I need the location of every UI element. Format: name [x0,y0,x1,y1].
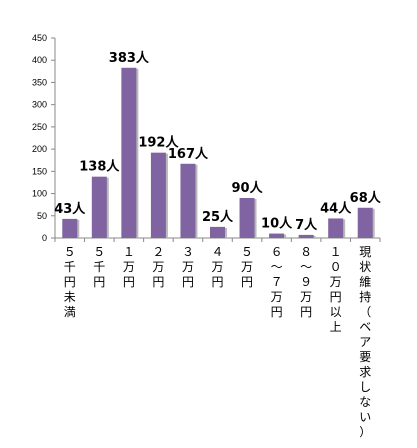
data-label: 167人 [168,146,209,162]
y-tick-label: 450 [32,33,47,43]
y-tick-label: 400 [32,55,47,65]
bar [357,207,373,238]
category-label: ５千円 [93,245,105,289]
data-label: 68人 [350,190,382,206]
category-label: ３万円 [182,245,194,289]
category-label: ５千円未満 [64,245,76,319]
y-tick-label: 150 [32,166,47,176]
y-tick-label: 0 [42,233,47,243]
category-label: １万円 [123,245,135,289]
y-tick-label: 300 [32,100,47,110]
bar [180,163,196,238]
bar [210,226,225,238]
axes [54,38,381,242]
data-label: 383人 [109,50,150,66]
data-label: 138人 [79,159,120,175]
bars [62,67,375,239]
data-label: 90人 [231,180,263,196]
bar [121,67,137,239]
y-tick-label: 100 [32,189,47,199]
category-labels: ５千円未満 ５千円 １万円 ２万円 ３万円 ４万円 ５万円 ６〜７万円 ８〜９万円 １０万円以上 現… [64,245,371,439]
data-label: 7人 [295,217,318,233]
bar [91,176,107,238]
bar [239,198,255,238]
bar [328,218,344,238]
category-label: 現状維持（ベア要求しない） [359,245,371,439]
category-label: ４万円 [211,245,223,289]
data-label: 25人 [202,209,234,225]
category-label: ５万円 [241,245,253,289]
data-label: 43人 [54,201,86,217]
category-label: ６〜７万円 [271,245,283,319]
bar [62,218,78,238]
category-label: ８〜９万円 [300,245,312,319]
y-tick-label: 250 [32,122,47,132]
bar [298,234,314,238]
y-tick-label: 200 [32,144,47,154]
category-label: ２万円 [152,245,164,289]
bar [150,152,166,238]
y-tick-label: 350 [32,77,47,87]
bar [269,233,285,238]
data-label: 192人 [138,135,179,151]
y-tick-label: 50 [37,211,47,221]
category-label: １０万円以上 [330,245,342,334]
data-label: 44人 [320,200,352,216]
y-axis-ticks: 0 50 100 150 200 250 300 350 400 450 [32,33,55,243]
data-label: 10人 [261,216,293,232]
